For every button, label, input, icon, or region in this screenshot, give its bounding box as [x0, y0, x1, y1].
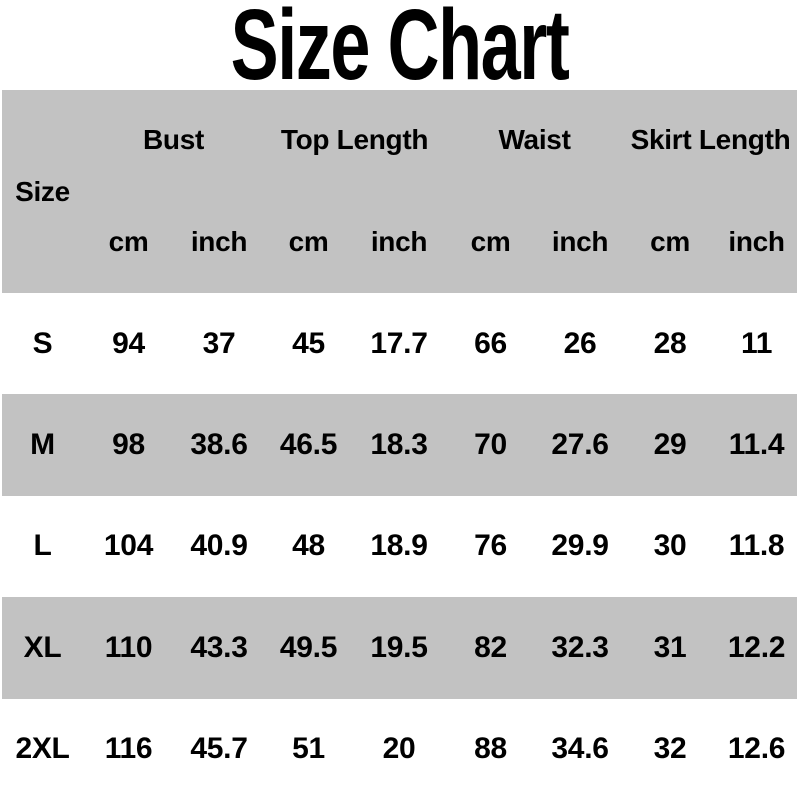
value-cell: 94	[112, 326, 145, 360]
unit-header-top-cm: cm	[264, 190, 353, 293]
value-cell: 11.8	[728, 529, 785, 563]
value-cell: 18.9	[370, 529, 428, 563]
table-row: S 94 37 45 17.7 66 26 28 11	[2, 293, 798, 395]
value-cell: 45.7	[190, 732, 248, 766]
value-cell: 37	[202, 326, 236, 360]
value-cell: 51	[292, 732, 325, 766]
size-chart-area: Size Bust Top Length Waist Skirt Length …	[0, 90, 800, 800]
value-cell: 110	[104, 630, 153, 664]
value-cell: 34.6	[551, 732, 609, 766]
value-cell: 30	[653, 529, 687, 563]
value-cell: 40.9	[190, 529, 248, 563]
size-cell: L	[33, 529, 52, 563]
value-cell: 32	[653, 732, 687, 766]
value-cell: 76	[474, 529, 507, 563]
value-cell: 11.4	[728, 428, 785, 462]
value-cell: 88	[474, 732, 507, 766]
unit-header-bust-cm: cm	[83, 190, 174, 293]
value-cell: 31	[653, 630, 687, 664]
value-cell: 49.5	[279, 630, 338, 664]
table-row: XL 110 43.3 49.5 19.5 82 32.3 31 12.2	[2, 597, 798, 699]
value-cell: 66	[474, 326, 507, 360]
value-cell: 19.5	[370, 630, 428, 664]
unit-header-waist-inch: inch	[536, 190, 625, 293]
value-cell: 38.6	[190, 428, 248, 462]
unit-header-row: cm inch cm inch cm inch cm inch	[2, 190, 798, 293]
unit-header-skirt-cm: cm	[624, 190, 717, 293]
page-title: Size Chart	[231, 0, 570, 101]
title-bar: Size Chart	[0, 0, 800, 95]
size-cell: S	[32, 326, 53, 360]
group-header-skirt-length: Skirt Length	[624, 90, 798, 190]
table-header: Size Bust Top Length Waist Skirt Length …	[2, 90, 798, 293]
value-cell: 116	[104, 732, 153, 766]
table-row: L 104 40.9 48 18.9 76 29.9 30 11.8	[2, 495, 798, 598]
value-cell: 29.9	[551, 529, 609, 563]
value-cell: 27.6	[551, 428, 609, 462]
value-cell: 32.3	[551, 630, 609, 664]
size-column-header: Size	[2, 90, 83, 293]
group-header-top-length: Top Length	[264, 90, 446, 190]
value-cell: 98	[112, 428, 145, 462]
size-cell: XL	[23, 630, 62, 664]
value-cell: 46.5	[279, 428, 338, 462]
value-cell: 45	[292, 326, 325, 360]
size-cell: 2XL	[15, 732, 70, 766]
value-cell: 104	[103, 529, 154, 563]
value-cell: 26	[563, 326, 597, 360]
value-cell: 43.3	[190, 630, 248, 664]
value-cell: 12.6	[727, 732, 786, 766]
value-cell: 70	[474, 428, 507, 462]
group-header-waist: Waist	[445, 90, 625, 190]
size-chart-table: Size Bust Top Length Waist Skirt Length …	[2, 90, 798, 800]
table-body: S 94 37 45 17.7 66 26 28 11 M 98 38.6 46.5 18.3 70 27.6…	[2, 293, 798, 800]
table-row: M 98 38.6 46.5 18.3 70 27.6 29 11.4	[2, 394, 798, 496]
unit-header-waist-cm: cm	[445, 190, 537, 293]
value-cell: 48	[292, 529, 325, 563]
value-cell: 11	[740, 326, 773, 360]
size-cell: M	[30, 428, 55, 462]
table-row: 2XL 116 45.7 51 20 88 34.6 32 12.6	[2, 698, 798, 800]
group-header-row: Size Bust Top Length Waist Skirt Length	[2, 90, 798, 293]
unit-header-bust-inch: inch	[174, 190, 264, 293]
group-header-bust: Bust	[83, 90, 264, 190]
value-cell: 28	[653, 326, 687, 360]
value-cell: 18.3	[370, 428, 428, 462]
value-cell: 82	[474, 630, 507, 664]
value-cell: 20	[382, 732, 416, 766]
value-cell: 12.2	[727, 630, 786, 664]
unit-header-skirt-inch: inch	[716, 190, 798, 293]
unit-header-top-inch: inch	[353, 190, 446, 293]
value-cell: 17.7	[370, 326, 428, 360]
value-cell: 29	[653, 428, 687, 462]
